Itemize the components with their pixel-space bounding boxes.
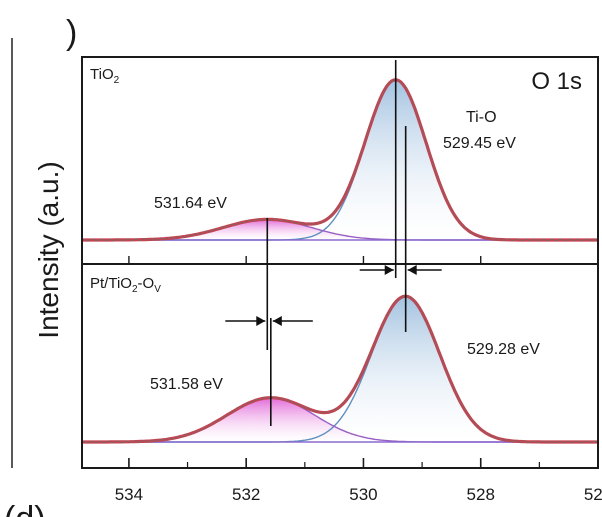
x-tick-label: 532 bbox=[232, 485, 260, 504]
shift-arrow-top-left-head bbox=[384, 265, 394, 275]
x-tick-label: 528 bbox=[467, 485, 495, 504]
x-tick-label: 526 bbox=[584, 485, 602, 504]
x-axis-ticks: 534 532 530 528 526 bbox=[115, 256, 602, 504]
panel-title-pt-main: Pt/TiO bbox=[90, 275, 132, 292]
peak-shift-markers bbox=[225, 60, 442, 426]
y-axis-label: Intensity (a.u.) bbox=[33, 161, 64, 338]
shift-arrow-top-right-head bbox=[407, 265, 417, 275]
annot-tio-ev-bottom: 529.28 eV bbox=[467, 341, 540, 358]
ov-component-fill bbox=[82, 397, 598, 442]
region-label: O 1s bbox=[531, 68, 582, 95]
panel-title-tio2: TiO2 bbox=[90, 66, 120, 86]
annot-ov-ev-bottom: 531.58 eV bbox=[150, 376, 223, 393]
panel-title-tio2-sub: 2 bbox=[114, 75, 120, 86]
ti-o-component-fill bbox=[82, 80, 598, 240]
x-tick-label: 534 bbox=[115, 485, 143, 504]
x-tick-label: 530 bbox=[349, 485, 377, 504]
raw-data-line bbox=[81, 295, 599, 444]
panel-title-pt-sub2: V bbox=[154, 284, 161, 295]
shift-arrow-bottom-right-head bbox=[272, 316, 282, 326]
panel-title-tio2-main: TiO bbox=[90, 66, 114, 83]
panel-pt-tio2-ov bbox=[81, 294, 599, 444]
panel-letter-top: ) bbox=[66, 14, 77, 52]
panel-title-pt-mid: -O bbox=[138, 275, 155, 292]
annot-tio-ev-top: 529.45 eV bbox=[443, 135, 516, 152]
ti-o-component-line bbox=[82, 295, 598, 443]
raw-data-line bbox=[81, 78, 599, 242]
ov-component-fill bbox=[82, 219, 598, 240]
annot-ov-ev-top: 531.64 eV bbox=[154, 195, 227, 212]
panel-letter-bottom: (d) bbox=[4, 500, 46, 517]
annot-tio-label: Ti-O bbox=[466, 109, 497, 126]
panel-title-pt: Pt/TiO2-OV bbox=[90, 275, 161, 295]
panel-tio2 bbox=[81, 78, 599, 242]
shift-arrow-bottom-left-head bbox=[256, 316, 266, 326]
panel-title-pt-sub: 2 bbox=[132, 284, 138, 295]
